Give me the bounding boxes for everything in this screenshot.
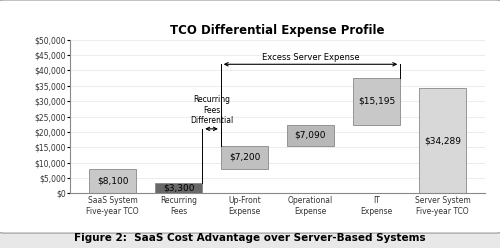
Text: $7,200: $7,200 [229,153,260,162]
Bar [352,78,400,124]
Text: $7,090: $7,090 [294,131,326,140]
Text: $34,289: $34,289 [424,136,461,145]
Text: $8,100: $8,100 [97,177,128,186]
Text: $3,300: $3,300 [163,184,194,193]
Bar [89,169,136,193]
Bar [221,146,268,169]
Bar [155,183,202,193]
Text: Recurring
Fees
Differential: Recurring Fees Differential [190,95,233,125]
Text: $15,195: $15,195 [358,97,395,106]
Bar [418,88,466,193]
Title: TCO Differential Expense Profile: TCO Differential Expense Profile [170,24,385,37]
Bar [286,124,334,146]
Text: Figure 2:  SaaS Cost Advantage over Server-Based Systems: Figure 2: SaaS Cost Advantage over Serve… [74,233,426,243]
Text: Excess Server Expense: Excess Server Expense [262,53,360,62]
